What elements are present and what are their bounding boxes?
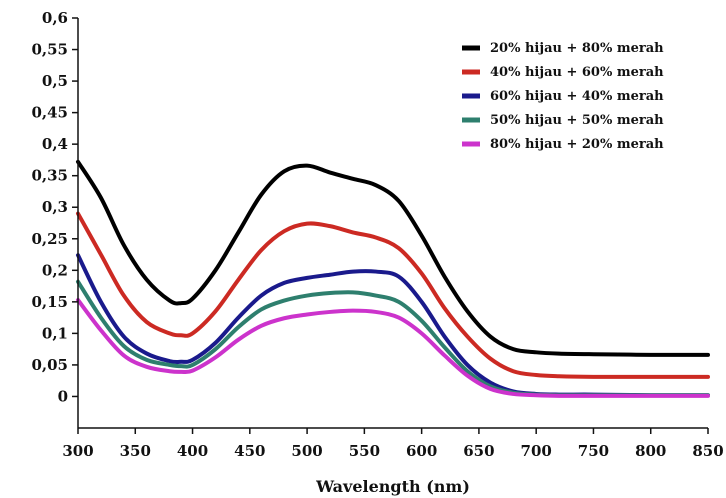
y-tick-label: 0,45	[31, 104, 68, 122]
series-line	[76, 297, 710, 398]
y-tick-label: 0,35	[31, 167, 68, 185]
x-tick-label: 800	[635, 442, 666, 460]
x-tick-label: 850	[692, 442, 723, 460]
y-tick-label: 0,4	[42, 135, 68, 153]
x-tick-label: 300	[62, 442, 93, 460]
series-layer	[76, 159, 710, 398]
y-tick-label: 0,3	[42, 198, 68, 216]
legend-label: 40% hijau + 60% merah	[490, 65, 664, 80]
series-line	[76, 211, 710, 379]
x-tick-label: 700	[521, 442, 552, 460]
legend-label: 50% hijau + 50% merah	[490, 113, 664, 128]
x-tick-label: 750	[578, 442, 609, 460]
y-tick-label: 0,1	[42, 324, 68, 342]
x-tick-label: 600	[406, 442, 437, 460]
legend-label: 80% hijau + 20% merah	[490, 137, 664, 152]
y-tick-label: 0,25	[31, 230, 68, 248]
y-tick-label: 0,5	[42, 72, 68, 90]
series-line	[76, 159, 710, 357]
y-tick-label: 0	[58, 387, 68, 405]
legend-label: 20% hijau + 80% merah	[490, 41, 664, 56]
x-tick-label: 650	[463, 442, 494, 460]
plot-area	[78, 18, 708, 428]
x-tick-label: 500	[291, 442, 322, 460]
x-tick-label: 350	[120, 442, 151, 460]
legend-label: 60% hijau + 40% merah	[490, 89, 664, 104]
x-tick-label: 450	[234, 442, 265, 460]
y-tick-label: 0,05	[31, 356, 68, 374]
x-axis-title: Wavelength (nm)	[315, 477, 470, 496]
y-tick-label: 0,55	[31, 41, 68, 59]
x-axis-ticks: 300 350 400 450 500 550 600 650 700 750 800 850	[62, 428, 724, 460]
x-tick-label: 550	[349, 442, 380, 460]
y-tick-label: 0,2	[42, 261, 68, 279]
x-tick-label: 400	[177, 442, 208, 460]
y-tick-label: 0,15	[31, 293, 68, 311]
y-tick-label: 0,6	[42, 9, 68, 27]
legend: 20% hijau + 80% merah 40% hijau + 60% mer…	[462, 41, 664, 152]
y-axis-ticks: 0 0,05 0,1 0,15 0,2 0,25 0,3 0,35 0,4 0,45 0,5 0,55…	[31, 9, 78, 405]
